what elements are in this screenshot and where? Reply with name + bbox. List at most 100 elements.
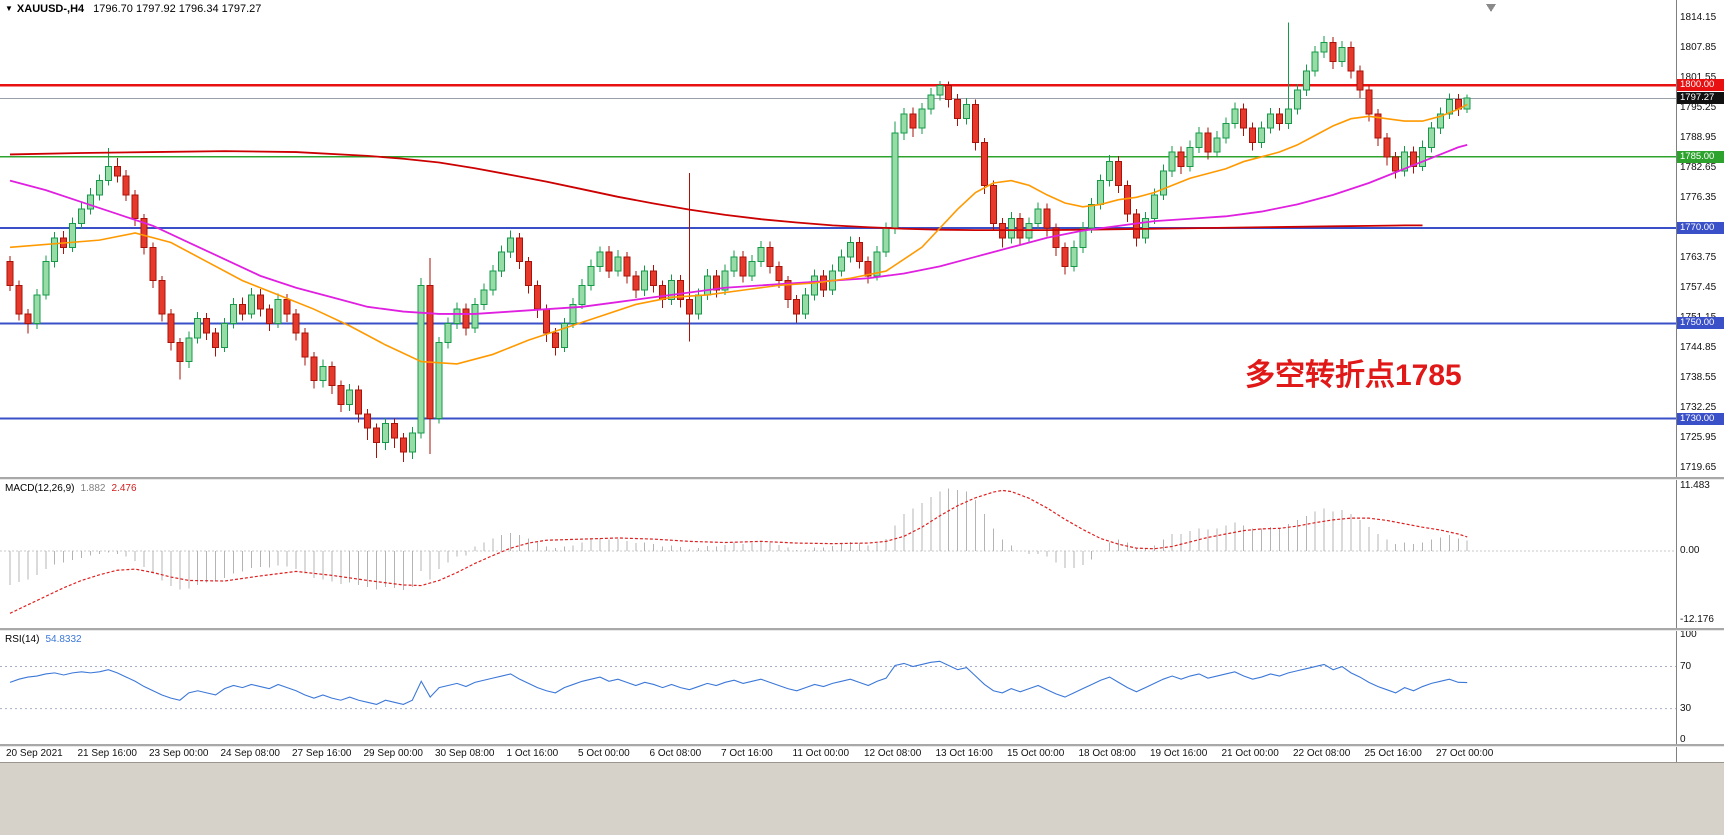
ohlc-values: 1796.70 1797.92 1796.34 1797.27 xyxy=(93,3,262,15)
rsi-axis-label: 100 xyxy=(1680,629,1697,640)
candle xyxy=(292,309,300,341)
candle xyxy=(78,202,86,230)
candle xyxy=(837,249,845,277)
candle xyxy=(1445,93,1453,120)
candle xyxy=(355,385,363,423)
candle xyxy=(498,245,506,277)
price-axis-label: 1776.35 xyxy=(1680,192,1717,203)
candle xyxy=(426,257,434,454)
price-axis-label: 1738.55 xyxy=(1680,372,1717,383)
symbol-dropdown-icon[interactable]: ▼ xyxy=(5,4,13,13)
candle xyxy=(86,187,94,215)
candle xyxy=(15,280,23,321)
time-axis-label: 15 Oct 00:00 xyxy=(1007,748,1065,759)
candle xyxy=(1222,117,1230,144)
candle xyxy=(69,217,77,253)
candle xyxy=(1249,122,1257,151)
candle xyxy=(641,265,649,296)
macd-panel[interactable] xyxy=(0,480,1676,628)
candle xyxy=(1338,41,1346,67)
price-badge-1730.00: 1730.00 xyxy=(1677,412,1724,425)
candle xyxy=(247,288,255,319)
candle xyxy=(1052,223,1060,256)
candle xyxy=(569,297,577,329)
panel-divider[interactable] xyxy=(0,628,1724,631)
macd-main-value: 1.882 xyxy=(80,483,106,494)
time-axis-label: 27 Sep 16:00 xyxy=(292,748,352,759)
candle xyxy=(900,107,908,141)
price-axis-label: 1795.25 xyxy=(1680,102,1717,113)
candle xyxy=(989,180,997,232)
candle xyxy=(1204,127,1212,160)
candle xyxy=(1195,126,1203,153)
candle xyxy=(1177,146,1185,174)
candle xyxy=(104,147,112,186)
candle xyxy=(140,213,148,255)
candle xyxy=(587,259,595,291)
macd-label: MACD(12,26,9) 1.882 2.476 xyxy=(5,483,137,494)
price-scale[interactable]: 1814.15 1807.85 1801.55 1795.25 1788.95 1782.… xyxy=(1676,0,1724,762)
candle xyxy=(1392,152,1400,179)
candle xyxy=(1311,45,1319,77)
ma-magenta-line xyxy=(9,144,1468,315)
candle xyxy=(811,269,819,301)
candle xyxy=(1240,103,1248,136)
candle xyxy=(909,107,917,137)
rsi-label: RSI(14) 54.8332 xyxy=(5,634,82,645)
time-axis[interactable]: 20 Sep 2021 21 Sep 16:00 23 Sep 00:00 24 Se… xyxy=(0,746,1676,762)
candle xyxy=(158,275,166,322)
rsi-canvas[interactable] xyxy=(0,631,1676,744)
time-axis-label: 5 Oct 00:00 xyxy=(578,748,630,759)
candle xyxy=(954,93,962,126)
candle xyxy=(891,121,899,234)
candle xyxy=(578,279,586,310)
time-axis-label: 22 Oct 08:00 xyxy=(1293,748,1351,759)
candle xyxy=(507,230,515,259)
candle xyxy=(605,245,613,279)
candle xyxy=(1043,203,1051,237)
time-axis-label: 13 Oct 16:00 xyxy=(935,748,993,759)
price-axis-label: 1757.45 xyxy=(1680,282,1717,293)
candle xyxy=(435,336,443,424)
candle xyxy=(560,317,568,353)
candle xyxy=(1168,145,1176,177)
candle xyxy=(980,137,988,194)
price-axis-label: 1782.65 xyxy=(1680,162,1717,173)
candle xyxy=(793,294,801,323)
price-badge-1770.00: 1770.00 xyxy=(1677,222,1724,235)
candle xyxy=(444,317,452,349)
candle xyxy=(176,337,184,380)
candle xyxy=(185,331,193,369)
panel-divider[interactable] xyxy=(0,477,1724,480)
rsi-title: RSI(14) xyxy=(5,634,40,645)
rsi-panel[interactable] xyxy=(0,631,1676,744)
candle xyxy=(453,302,461,330)
chart-shift-marker-icon[interactable] xyxy=(1486,4,1496,12)
candle xyxy=(337,380,345,413)
candle xyxy=(51,232,59,268)
candle xyxy=(310,352,318,389)
rsi-value: 54.8332 xyxy=(45,634,82,645)
time-axis-label: 25 Oct 16:00 xyxy=(1364,748,1422,759)
time-axis-label: 11 Oct 00:00 xyxy=(792,748,850,759)
main-chart-panel[interactable]: ▼ XAUUSD-,H4 1796.70 1797.92 1796.34 1797.… xyxy=(0,0,1676,477)
candle xyxy=(24,309,32,334)
main-chart-canvas[interactable] xyxy=(0,0,1676,477)
time-axis-label: 1 Oct 16:00 xyxy=(506,748,559,759)
candle xyxy=(963,97,971,125)
price-axis-label: 1744.85 xyxy=(1680,342,1717,353)
macd-canvas[interactable] xyxy=(0,480,1676,628)
candle xyxy=(918,103,926,134)
candle xyxy=(864,256,872,284)
candle xyxy=(632,271,640,299)
candle xyxy=(1374,109,1382,146)
time-axis-label: 6 Oct 08:00 xyxy=(649,748,702,759)
candle xyxy=(1088,197,1096,233)
time-axis-label: 18 Oct 08:00 xyxy=(1078,748,1136,759)
candle xyxy=(319,359,327,388)
candle xyxy=(712,270,720,298)
candle xyxy=(390,418,398,449)
candle xyxy=(855,236,863,269)
macd-histogram xyxy=(9,488,1468,591)
candle xyxy=(525,256,533,294)
